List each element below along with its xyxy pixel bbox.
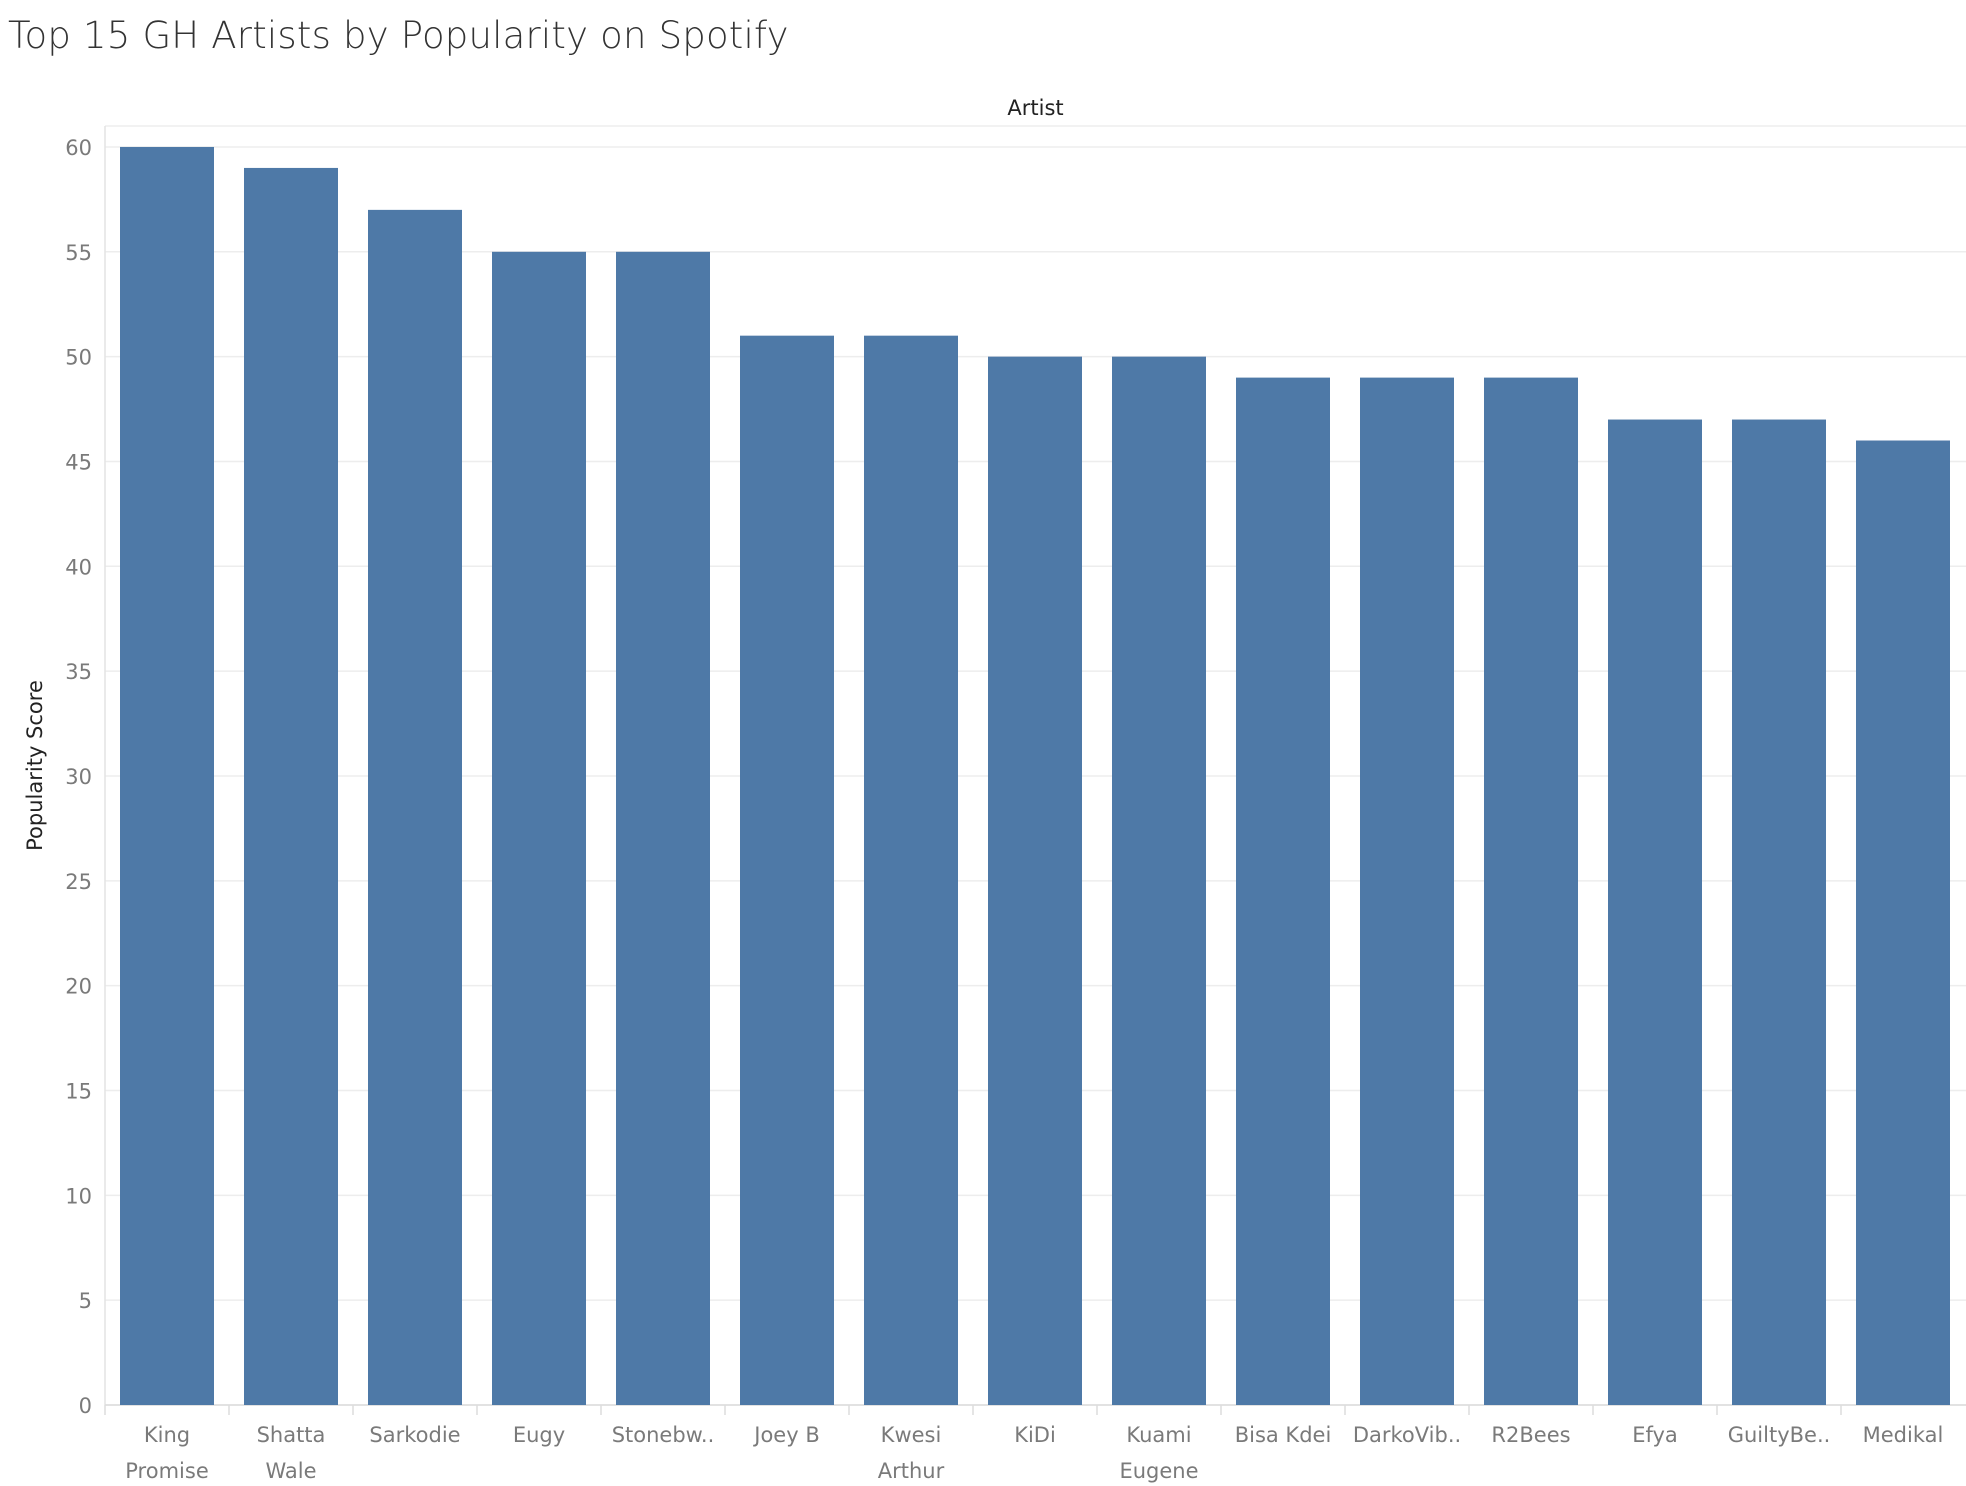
x-tick-label: DarkoVib.. <box>1353 1423 1461 1447</box>
x-axis-title: Artist <box>1007 96 1063 120</box>
x-tick-label: Eugy <box>513 1423 565 1447</box>
x-tick-label: GuiltyBe.. <box>1728 1423 1831 1447</box>
bar <box>616 251 710 1406</box>
bar <box>1484 377 1578 1405</box>
y-tick-label: 5 <box>79 1289 92 1313</box>
x-tick-label: Stonebw.. <box>612 1423 715 1447</box>
x-tick-label: King <box>144 1423 190 1447</box>
y-tick-label: 50 <box>65 346 92 370</box>
y-axis-title: Popularity Score <box>23 680 47 851</box>
bar <box>1608 419 1702 1405</box>
x-tick-label: Medikal <box>1863 1423 1944 1447</box>
y-tick-labels: 0 5 10 15 20 25 30 35 40 45 50 55 60 <box>65 136 92 1418</box>
x-tick-label: Wale <box>265 1459 316 1483</box>
bar <box>988 356 1082 1405</box>
x-tick-label: Sarkodie <box>369 1423 460 1447</box>
bar <box>368 209 462 1405</box>
x-tick-label: R2Bees <box>1491 1423 1570 1447</box>
y-tick-label: 10 <box>65 1184 92 1208</box>
x-tick-label: Kuami <box>1126 1423 1191 1447</box>
x-tick-label: Joey B <box>752 1423 819 1447</box>
bar <box>1112 356 1206 1405</box>
y-tick-label: 45 <box>65 450 92 474</box>
y-tick-label: 35 <box>65 660 92 684</box>
bar <box>740 335 834 1405</box>
bar <box>1856 440 1950 1406</box>
bar <box>1360 377 1454 1405</box>
bar <box>864 335 958 1405</box>
x-tick-label: Bisa Kdei <box>1235 1423 1332 1447</box>
y-tick-label: 40 <box>65 555 92 579</box>
y-tick-label: 25 <box>65 870 92 894</box>
x-tick-label: KiDi <box>1014 1423 1056 1447</box>
bar <box>1732 419 1826 1405</box>
y-tick-label: 0 <box>79 1394 92 1418</box>
x-tick-label: Promise <box>125 1459 208 1483</box>
bars <box>120 146 1950 1406</box>
x-tick-label: Eugene <box>1119 1459 1198 1483</box>
x-tick-label: Shatta <box>257 1423 326 1447</box>
chart-title: Top 15 GH Artists by Popularity on Spoti… <box>8 14 789 57</box>
x-tick-label: Efya <box>1632 1423 1678 1447</box>
x-tick-label: Kwesi <box>881 1423 942 1447</box>
y-tick-label: 30 <box>65 765 92 789</box>
bar <box>244 167 338 1405</box>
y-tick-label: 20 <box>65 975 92 999</box>
bar <box>1236 377 1330 1405</box>
bar <box>492 251 586 1406</box>
y-tick-label: 55 <box>65 241 92 265</box>
bar <box>120 146 214 1406</box>
y-tick-label: 60 <box>65 136 92 160</box>
x-tick-labels: King Promise Shatta Wale Sarkodie Eugy Stonebw… <box>125 1423 1943 1483</box>
x-tick-label: Arthur <box>878 1459 945 1483</box>
y-tick-label: 15 <box>65 1079 92 1103</box>
